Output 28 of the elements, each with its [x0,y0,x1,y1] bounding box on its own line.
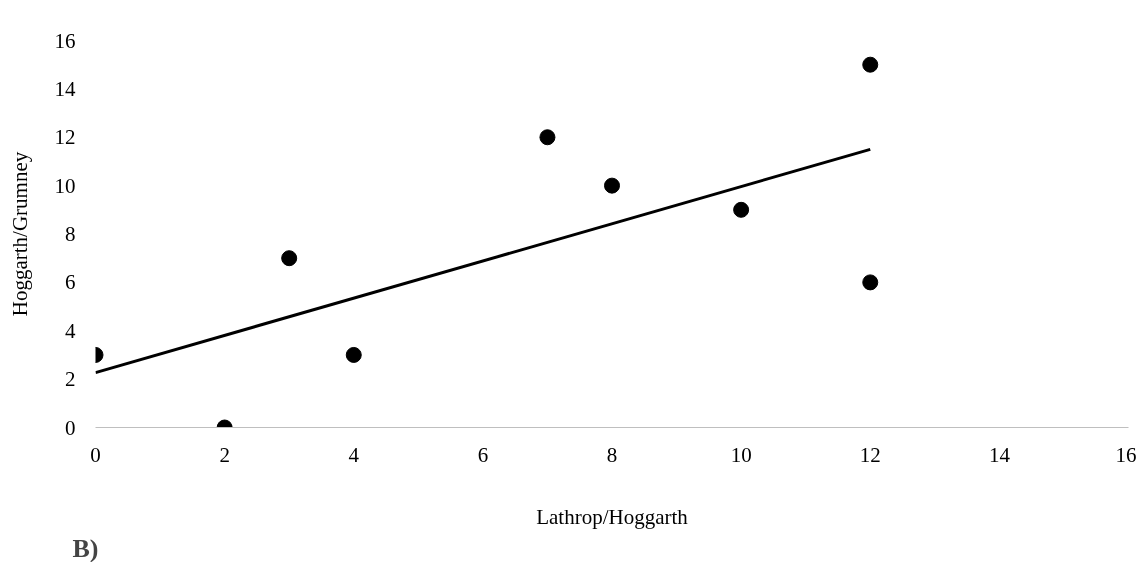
y-tick-label: 0 [65,415,76,440]
x-tick-label: 0 [90,442,101,467]
point [862,274,879,291]
point [862,56,879,73]
y-tick-label: 10 [54,173,76,198]
y-tick-label: 14 [54,76,76,101]
x-tick-label: 14 [988,442,1011,467]
point [345,346,362,363]
y-tick-label: 8 [65,222,76,246]
x-axis-title: Lathrop/Hoggarth [536,504,689,529]
x-tick-label: 16 [1115,442,1136,467]
x-tick-label: 6 [477,442,489,467]
point [604,177,620,194]
y-tick-label: 4 [65,318,76,343]
point [539,129,556,146]
x-tick-label: 2 [219,442,230,467]
point [733,201,750,218]
text: B) [72,533,99,562]
y-axis-title: Hoggarth/Grumney [7,151,32,317]
y-tick-label: 2 [65,367,76,392]
y-tick-label: 16 [54,28,76,53]
point [281,250,298,267]
y-tick-label: 6 [65,270,76,295]
x-tick-label: 10 [730,442,752,467]
x-tick-label: 8 [606,442,618,467]
x-tick-label: 4 [348,442,360,467]
y-tick-label: 12 [54,125,76,150]
x-tick-label: 12 [859,442,881,467]
